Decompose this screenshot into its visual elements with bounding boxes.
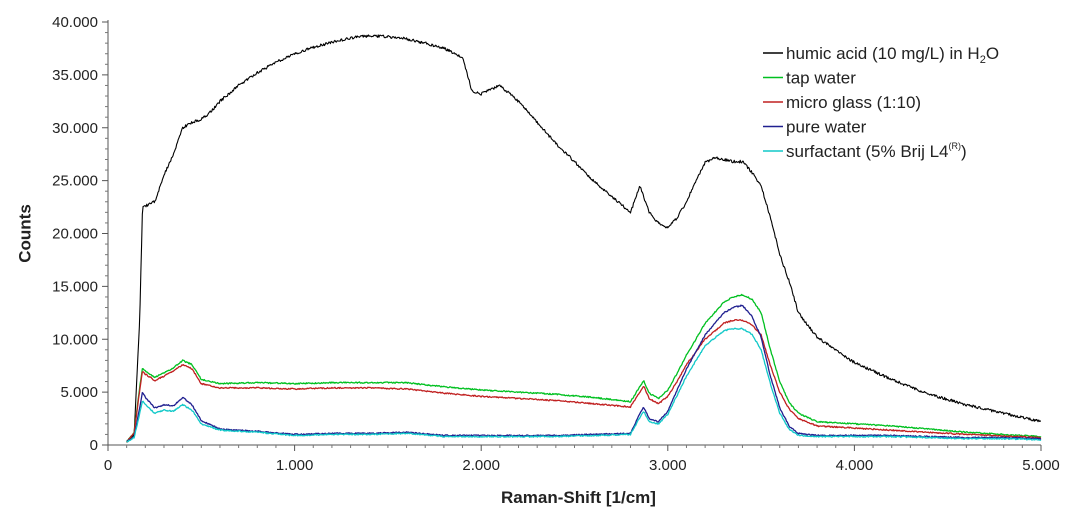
- legend-label: pure water: [786, 118, 867, 137]
- x-tick-label: 5.000: [1022, 457, 1060, 474]
- x-tick-label: 2.000: [462, 457, 500, 474]
- x-axis-title: Raman-Shift [1/cm]: [501, 488, 656, 507]
- legend-label-main: surfactant (5% Brij L4: [786, 142, 949, 161]
- y-tick-label: 40.000: [52, 14, 98, 31]
- legend-label-tail: O: [986, 44, 999, 63]
- legend-label: surfactant (5% Brij L4(R)): [786, 141, 967, 161]
- x-tick-label: 1.000: [276, 457, 314, 474]
- legend-label-main: micro glass (1:10): [786, 93, 921, 112]
- legend-label-main: tap water: [786, 69, 856, 88]
- y-tick-label: 30.000: [52, 120, 98, 137]
- y-tick-label: 15.000: [52, 278, 98, 295]
- series-line-4: [126, 327, 1042, 443]
- legend-label-subscript: 2: [980, 54, 986, 66]
- series-line-2: [126, 319, 1042, 443]
- series-layer: [126, 34, 1042, 443]
- x-tick-label: 3.000: [649, 457, 687, 474]
- legend-label: tap water: [786, 69, 856, 88]
- legend-label: micro glass (1:10): [786, 93, 921, 112]
- y-tick-label: 25.000: [52, 173, 98, 190]
- y-tick-label: 20.000: [52, 226, 98, 243]
- x-tick-label: 4.000: [836, 457, 874, 474]
- y-tick-label: 10.000: [52, 331, 98, 348]
- y-tick-label: 5.000: [60, 384, 98, 401]
- y-tick-label: 35.000: [52, 67, 98, 84]
- legend-label-superscript: (R): [949, 141, 962, 151]
- series-line-1: [126, 293, 1042, 443]
- axes-layer: 05.00010.00015.00020.00025.00030.00035.0…: [52, 14, 1060, 474]
- legend-label: humic acid (10 mg/L) in H2O: [786, 44, 999, 66]
- legend-label-main: pure water: [786, 118, 867, 137]
- y-tick-label: 0: [90, 437, 98, 454]
- y-axis-title: Counts: [15, 204, 34, 263]
- legend-label-tail: ): [961, 142, 967, 161]
- series-line-0: [126, 34, 1042, 443]
- legend-label-main: humic acid (10 mg/L) in H: [786, 44, 980, 63]
- series-line-3: [126, 304, 1042, 442]
- x-tick-label: 0: [104, 457, 112, 474]
